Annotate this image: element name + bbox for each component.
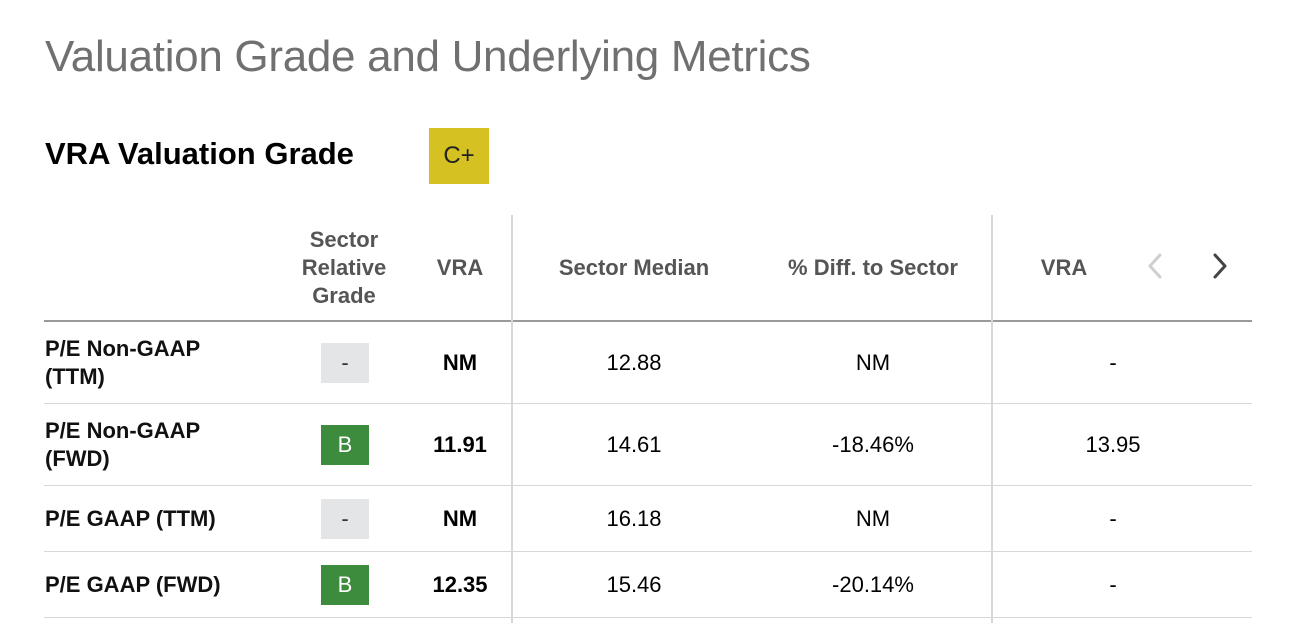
metric-name: P/E Non-GAAP (FWD) (45, 404, 285, 485)
sector-grade-badge: B (321, 424, 369, 465)
grade-cell: B (300, 404, 390, 485)
table-row: P/E GAAP (TTM) - NM 16.18 NM - (44, 486, 1252, 552)
sector-grade-badge: - (321, 342, 369, 383)
header-grade-line: Grade (312, 282, 376, 308)
sector-grade-badge: B (321, 564, 369, 605)
prev-vra-value: - (1109, 571, 1117, 597)
metric-name-line: (TTM) (45, 363, 105, 389)
header-sector-median: Sector Median (558, 254, 710, 280)
metric-name: P/E Non-GAAP (TTM) (45, 322, 285, 403)
table-row: P/E Non-GAAP (FWD) B 11.91 14.61 -18.46%… (44, 404, 1252, 486)
metric-name: P/E GAAP (TTM) (45, 486, 285, 551)
metric-name: P/E GAAP (FWD) (45, 552, 285, 617)
prev-vra-value: - (1109, 349, 1117, 375)
diff-value: NM (855, 505, 891, 531)
header-prev-ticker: VRA (1040, 254, 1088, 280)
grade-cell: - (300, 322, 390, 403)
metric-name-line: P/E Non-GAAP (45, 335, 201, 361)
valuation-grade-title: VRA Valuation Grade (45, 136, 354, 171)
vra-value: NM (442, 505, 478, 531)
metric-name-line: P/E GAAP (FWD) (45, 571, 221, 597)
sector-median-value: 16.18 (606, 505, 662, 531)
sector-median-value: 12.88 (606, 349, 662, 375)
table-row: P/E Non-GAAP (TTM) - NM 12.88 NM - (44, 322, 1252, 404)
grade-cell: - (300, 486, 390, 551)
sector-median-value: 15.46 (606, 571, 662, 597)
header-grade-line: Relative (301, 254, 387, 280)
metrics-table: Sector Relative Grade VRA Sector Median … (44, 215, 1252, 623)
metric-name-line: P/E Non-GAAP (45, 417, 201, 443)
chevron-left-icon (1148, 253, 1162, 279)
table-row: P/E GAAP (FWD) B 12.35 15.46 -20.14% - (44, 552, 1252, 618)
metric-name-line: (FWD) (45, 445, 110, 471)
scroll-right-button[interactable] (1204, 249, 1234, 283)
vra-value: 12.35 (432, 571, 488, 597)
scroll-left-button[interactable] (1141, 249, 1171, 283)
header-diff-to-sector: % Diff. to Sector (788, 254, 958, 280)
prev-vra-value: - (1109, 505, 1117, 531)
diff-value: -20.14% (832, 571, 914, 597)
grade-cell: B (300, 552, 390, 617)
header-divider (44, 320, 1252, 322)
metric-name-line: P/E GAAP (TTM) (45, 505, 216, 531)
column-divider (511, 215, 513, 623)
chevron-right-icon (1213, 253, 1227, 279)
column-divider (991, 215, 993, 623)
prev-vra-value: 13.95 (1085, 431, 1141, 457)
vra-value: 11.91 (433, 431, 487, 457)
vra-value: NM (442, 349, 478, 375)
sector-median-value: 14.61 (606, 431, 662, 457)
sector-grade-badge: - (321, 498, 369, 539)
diff-value: NM (855, 349, 891, 375)
overall-grade-badge: C+ (429, 128, 489, 184)
diff-value: -18.46% (832, 431, 914, 457)
header-ticker: VRA (436, 254, 484, 280)
header-grade-line: Sector (309, 226, 379, 252)
header-sector-relative-grade: Sector Relative Grade (284, 215, 404, 320)
page-title: Valuation Grade and Underlying Metrics (45, 32, 811, 81)
